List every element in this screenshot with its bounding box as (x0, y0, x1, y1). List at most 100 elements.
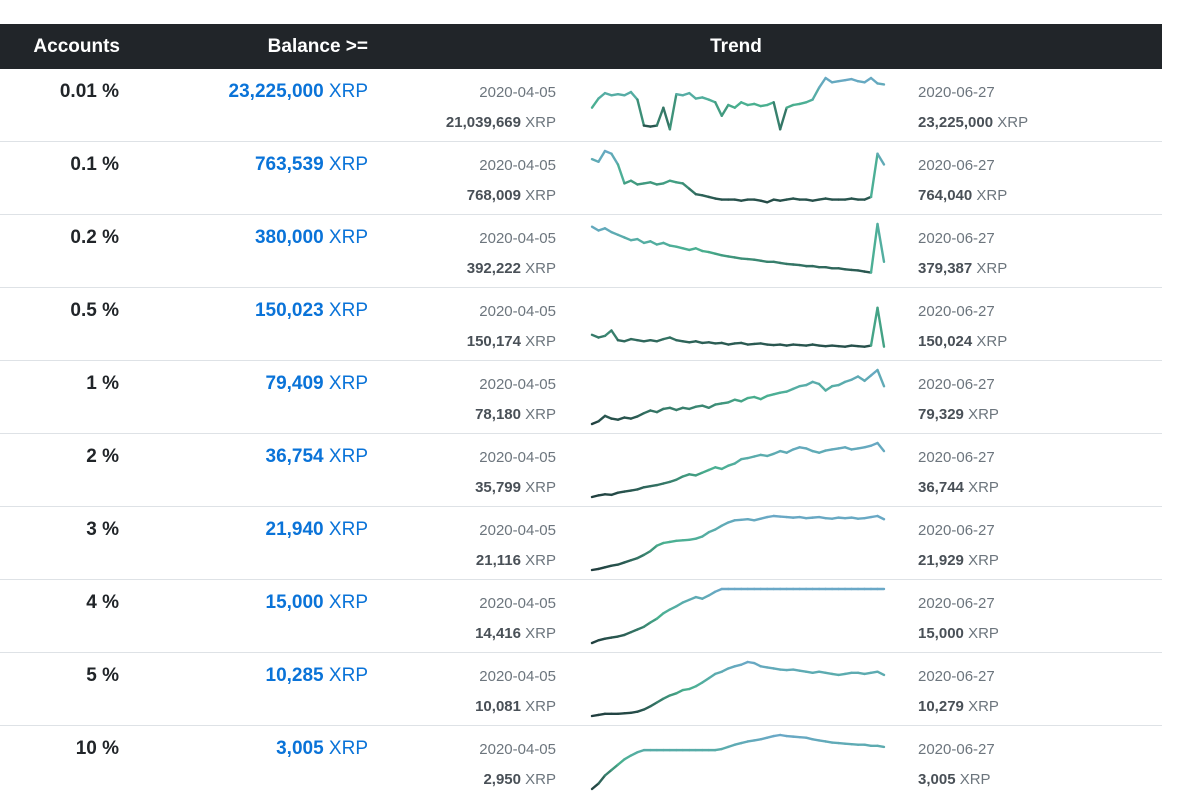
end-balance-unit: XRP (968, 479, 999, 496)
trend-line-segment (642, 621, 652, 628)
trend-line-segment (863, 76, 873, 84)
accounts-percent: 10 % (75, 738, 119, 759)
accounts-percent: 1 % (86, 373, 119, 394)
trend-line-segment (876, 514, 886, 521)
accounts-percent: 4 % (86, 592, 119, 613)
end-balance: 764,040 XRP (918, 187, 1007, 204)
balance-value[interactable]: 3,005 (276, 738, 324, 759)
table-row: 1 % 79,409 XRP 2020-04-05 78,180 XRP 202… (0, 361, 1162, 434)
trend-line-segment (817, 382, 827, 392)
table-header: Accounts Balance >= Trend (0, 24, 1162, 69)
trend-line-segment (655, 612, 665, 620)
start-balance: 392,222 XRP (380, 260, 556, 277)
balance-column-header[interactable]: Balance >= (267, 36, 368, 57)
trend-line-segment (629, 90, 639, 101)
trend-line-segment (649, 240, 659, 246)
trend-line-segment (856, 375, 866, 383)
accounts-percent: 2 % (86, 446, 119, 467)
trend-line-segment (655, 407, 665, 414)
balance-value[interactable]: 763,539 (254, 154, 324, 175)
trend-line-segment (623, 754, 633, 761)
end-date: 2020-06-27 (918, 668, 995, 685)
trend-line-segment (869, 152, 879, 199)
accounts-column-header[interactable]: Accounts (33, 36, 120, 57)
end-date: 2020-06-27 (918, 449, 995, 466)
start-date: 2020-04-05 (479, 303, 556, 320)
end-balance: 10,279 XRP (918, 698, 999, 715)
start-balance-value: 768,009 (466, 187, 521, 204)
balance-value[interactable]: 380,000 (254, 227, 324, 248)
end-date: 2020-06-27 (918, 595, 995, 612)
trend-line-segment (824, 385, 834, 392)
balance-threshold-link[interactable]: 15,000 XRP (150, 592, 368, 614)
balance-unit[interactable]: XRP (328, 592, 368, 613)
start-balance-unit: XRP (525, 479, 556, 496)
start-balance: 78,180 XRP (380, 406, 556, 423)
end-balance-value: 79,329 (918, 406, 964, 423)
trend-line-segment (668, 93, 678, 131)
balance-threshold-link[interactable]: 23,225,000 XRP (150, 81, 368, 103)
end-date: 2020-06-27 (918, 230, 995, 247)
balance-threshold-link[interactable]: 3,005 XRP (150, 738, 368, 760)
end-balance-value: 15,000 (918, 625, 964, 642)
trend-line-segment (610, 763, 620, 772)
balance-threshold-link[interactable]: 150,023 XRP (150, 300, 368, 322)
start-balance: 2,950 XRP (380, 771, 556, 788)
balance-unit[interactable]: XRP (328, 738, 368, 759)
trend-line-segment (720, 103, 730, 117)
balance-unit[interactable]: XRP (328, 373, 368, 394)
balance-unit[interactable]: XRP (328, 227, 368, 248)
table-row: 0.2 % 380,000 XRP 2020-04-05 392,222 XRP… (0, 215, 1162, 288)
start-balance-unit: XRP (525, 114, 556, 131)
balance-threshold-link[interactable]: 36,754 XRP (150, 446, 368, 468)
start-date: 2020-04-05 (479, 741, 556, 758)
start-balance-value: 21,039,669 (445, 114, 521, 131)
accounts-percent: 5 % (86, 665, 119, 686)
accounts-percent: 3 % (86, 519, 119, 540)
balance-threshold-link[interactable]: 79,409 XRP (150, 373, 368, 395)
end-balance: 21,929 XRP (918, 552, 999, 569)
distribution-table: Accounts Balance >= Trend 0.01 % 23,225,… (0, 24, 1162, 798)
table-row: 4 % 15,000 XRP 2020-04-05 14,416 XRP 202… (0, 580, 1162, 653)
trend-line-segment (778, 106, 788, 131)
trend-line-segment (675, 475, 685, 481)
balance-threshold-link[interactable]: 21,940 XRP (150, 519, 368, 541)
balance-unit[interactable]: XRP (328, 154, 368, 175)
balance-value[interactable]: 10,285 (265, 665, 324, 686)
end-date: 2020-06-27 (918, 84, 995, 101)
balance-unit[interactable]: XRP (328, 665, 368, 686)
balance-value[interactable]: 15,000 (265, 592, 324, 613)
start-date: 2020-04-05 (479, 230, 556, 247)
balance-unit[interactable]: XRP (328, 300, 368, 321)
trend-line-segment (876, 744, 886, 749)
end-balance-unit: XRP (968, 625, 999, 642)
end-balance: 79,329 XRP (918, 406, 999, 423)
trend-line-segment (603, 329, 613, 338)
start-balance: 21,039,669 XRP (380, 114, 556, 131)
balance-threshold-link[interactable]: 10,285 XRP (150, 665, 368, 687)
table-row: 0.01 % 23,225,000 XRP 2020-04-05 21,039,… (0, 69, 1162, 142)
trend-line-segment (655, 106, 665, 127)
balance-value[interactable]: 79,409 (265, 373, 324, 394)
balance-unit[interactable]: XRP (328, 446, 368, 467)
trend-sparkline (590, 306, 886, 348)
start-balance-value: 10,081 (475, 698, 521, 715)
trend-line-segment (590, 225, 600, 232)
trend-line-segment (662, 608, 672, 615)
trend-line-segment (688, 91, 698, 100)
trend-line-segment (597, 91, 607, 100)
trend-line-segment (610, 329, 620, 342)
balance-value[interactable]: 23,225,000 (228, 81, 324, 102)
balance-unit[interactable]: XRP (328, 81, 368, 102)
trend-line-segment (629, 751, 639, 757)
trend-line-segment (759, 394, 769, 401)
start-balance-unit: XRP (525, 333, 556, 350)
start-balance-unit: XRP (525, 698, 556, 715)
balance-threshold-link[interactable]: 763,539 XRP (150, 154, 368, 176)
end-date: 2020-06-27 (918, 522, 995, 539)
balance-value[interactable]: 150,023 (254, 300, 324, 321)
balance-threshold-link[interactable]: 380,000 XRP (150, 227, 368, 249)
balance-unit[interactable]: XRP (328, 519, 368, 540)
balance-value[interactable]: 36,754 (265, 446, 324, 467)
balance-value[interactable]: 21,940 (265, 519, 324, 540)
